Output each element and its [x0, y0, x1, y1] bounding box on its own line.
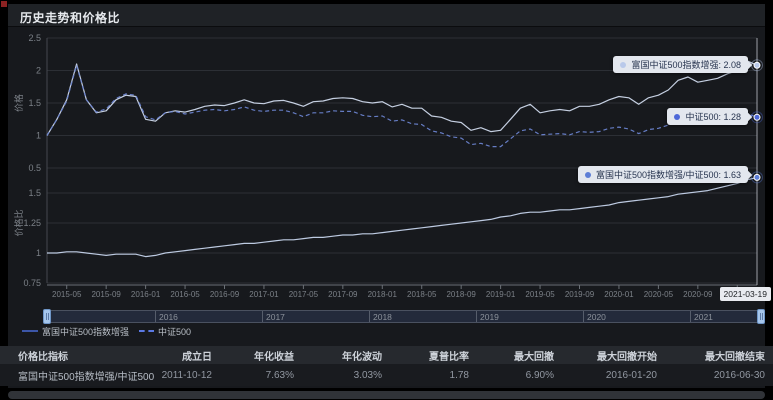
legend: 富国中证500指数增强 中证500 [22, 325, 191, 337]
slider-year-label: 2021 [694, 312, 713, 322]
slider-year-label: 2016 [159, 312, 178, 322]
svg-text:2019-09: 2019-09 [565, 290, 595, 299]
svg-text:2020-09: 2020-09 [683, 290, 713, 299]
slider-year-tick [583, 311, 584, 322]
slider-handle-right[interactable] [757, 309, 765, 324]
svg-text:2: 2 [36, 66, 41, 76]
svg-text:2015-05: 2015-05 [52, 290, 82, 299]
svg-text:2017-01: 2017-01 [249, 290, 279, 299]
tooltip-ratio-value: 富国中证500指数增强/中证500: 1.63 [577, 166, 748, 183]
chart-canvas[interactable]: 2.5 2 1.5 1 0.5 价格 1.5 1.25 1 0.75 价格比 2015-05 2015-… [0, 0, 773, 345]
svg-text:1.5: 1.5 [28, 98, 41, 108]
chart-svg[interactable]: 2.5 2 1.5 1 0.5 价格 1.5 1.25 1 0.75 价格比 2015-05 2015-… [0, 0, 773, 345]
svg-text:2019-05: 2019-05 [525, 290, 555, 299]
cell-inception-date: 2011-10-12 [160, 364, 220, 386]
table-header-row: 价格比指标 成立日 年化收益 年化波动 夏普比率 最大回撤 最大回撤开始 最大回… [0, 346, 773, 364]
col-header-annual-return: 年化收益 [220, 346, 302, 364]
svg-text:2016-01: 2016-01 [131, 290, 161, 299]
slider-year-label: 2019 [480, 312, 499, 322]
axis-pointer-date-label: 2021-03-19 [719, 287, 771, 301]
col-header-sharpe-ratio: 夏普比率 [390, 346, 477, 364]
panel-header: 历史走势和价格比 [8, 4, 765, 27]
tooltip-ratio-text: 富国中证500指数增强/中证500: 1.63 [595, 170, 741, 180]
svg-text:2017-09: 2017-09 [328, 290, 358, 299]
svg-text:1: 1 [36, 248, 41, 258]
tooltip-index-value: 中证500: 1.28 [667, 108, 748, 125]
tooltip-fund-text: 富国中证500指数增强: 2.08 [631, 60, 741, 70]
col-header-drawdown-start: 最大回撤开始 [562, 346, 665, 364]
col-header-annual-volatility: 年化波动 [302, 346, 390, 364]
legend-item-fund[interactable]: 富国中证500指数增强 [22, 325, 129, 338]
svg-text:2018-01: 2018-01 [368, 290, 398, 299]
cell-drawdown-end: 2016-06-30 [665, 364, 773, 386]
slider-year-tick [262, 311, 263, 322]
svg-text:2019-01: 2019-01 [486, 290, 516, 299]
svg-text:1.25: 1.25 [23, 218, 41, 228]
svg-text:2017-05: 2017-05 [289, 290, 319, 299]
dashed-line-icon [139, 330, 155, 332]
col-header-inception-date: 成立日 [160, 346, 220, 364]
svg-text:1: 1 [36, 131, 41, 141]
record-dot-icon [1, 1, 7, 7]
svg-text:0.75: 0.75 [23, 278, 41, 288]
solid-line-icon [22, 330, 38, 332]
cell-annual-return: 7.63% [220, 364, 302, 386]
slider-year-tick [369, 311, 370, 322]
slider-year-tick [690, 311, 691, 322]
fund-series-dot-icon [620, 61, 627, 68]
svg-text:2015-09: 2015-09 [91, 290, 121, 299]
cell-ratio-indicator: 富国中证500指数增强/中证500 [0, 364, 160, 386]
tooltip-index-text: 中证500: 1.28 [685, 112, 741, 122]
ratio-series-dot-icon [584, 171, 591, 178]
svg-text:2016-05: 2016-05 [170, 290, 200, 299]
page-title: 历史走势和价格比 [20, 11, 121, 25]
cell-annual-volatility: 3.03% [302, 364, 390, 386]
cell-sharpe-ratio: 1.78 [390, 364, 477, 386]
legend-item-index[interactable]: 中证500 [139, 325, 191, 338]
legend-index-label: 中证500 [158, 326, 192, 337]
slider-handle-left[interactable] [43, 309, 51, 324]
svg-text:0.5: 0.5 [28, 163, 41, 173]
svg-text:2020-05: 2020-05 [644, 290, 674, 299]
cell-drawdown-start: 2016-01-20 [562, 364, 665, 386]
svg-text:2018-05: 2018-05 [407, 290, 437, 299]
col-header-ratio-indicator: 价格比指标 [0, 346, 160, 364]
svg-text:1.5: 1.5 [28, 188, 41, 198]
table-scrollbar[interactable] [8, 391, 765, 399]
index-series-dot-icon [674, 113, 681, 120]
data-zoom-slider[interactable]: 2016 2017 2018 2019 2020 2021 [43, 309, 765, 324]
col-header-max-drawdown: 最大回撤 [477, 346, 562, 364]
svg-text:价格比: 价格比 [13, 209, 24, 236]
table-row: 富国中证500指数增强/中证500 2011-10-12 7.63% 3.03%… [0, 364, 773, 386]
cell-max-drawdown: 6.90% [477, 364, 562, 386]
slider-year-label: 2020 [587, 312, 606, 322]
svg-text:2016-09: 2016-09 [210, 290, 240, 299]
slider-year-label: 2017 [266, 312, 285, 322]
svg-text:2.5: 2.5 [28, 33, 41, 43]
svg-text:2020-01: 2020-01 [604, 290, 634, 299]
slider-year-tick [155, 311, 156, 322]
svg-text:价格: 价格 [13, 94, 24, 112]
tooltip-fund-value: 富国中证500指数增强: 2.08 [613, 56, 748, 73]
slider-year-label: 2018 [373, 312, 392, 322]
col-header-drawdown-end: 最大回撤结束 [665, 346, 773, 364]
ratio-metrics-table: 价格比指标 成立日 年化收益 年化波动 夏普比率 最大回撤 最大回撤开始 最大回… [0, 346, 773, 386]
slider-year-tick [476, 311, 477, 322]
svg-text:2018-09: 2018-09 [446, 290, 476, 299]
legend-fund-label: 富国中证500指数增强 [42, 326, 130, 337]
